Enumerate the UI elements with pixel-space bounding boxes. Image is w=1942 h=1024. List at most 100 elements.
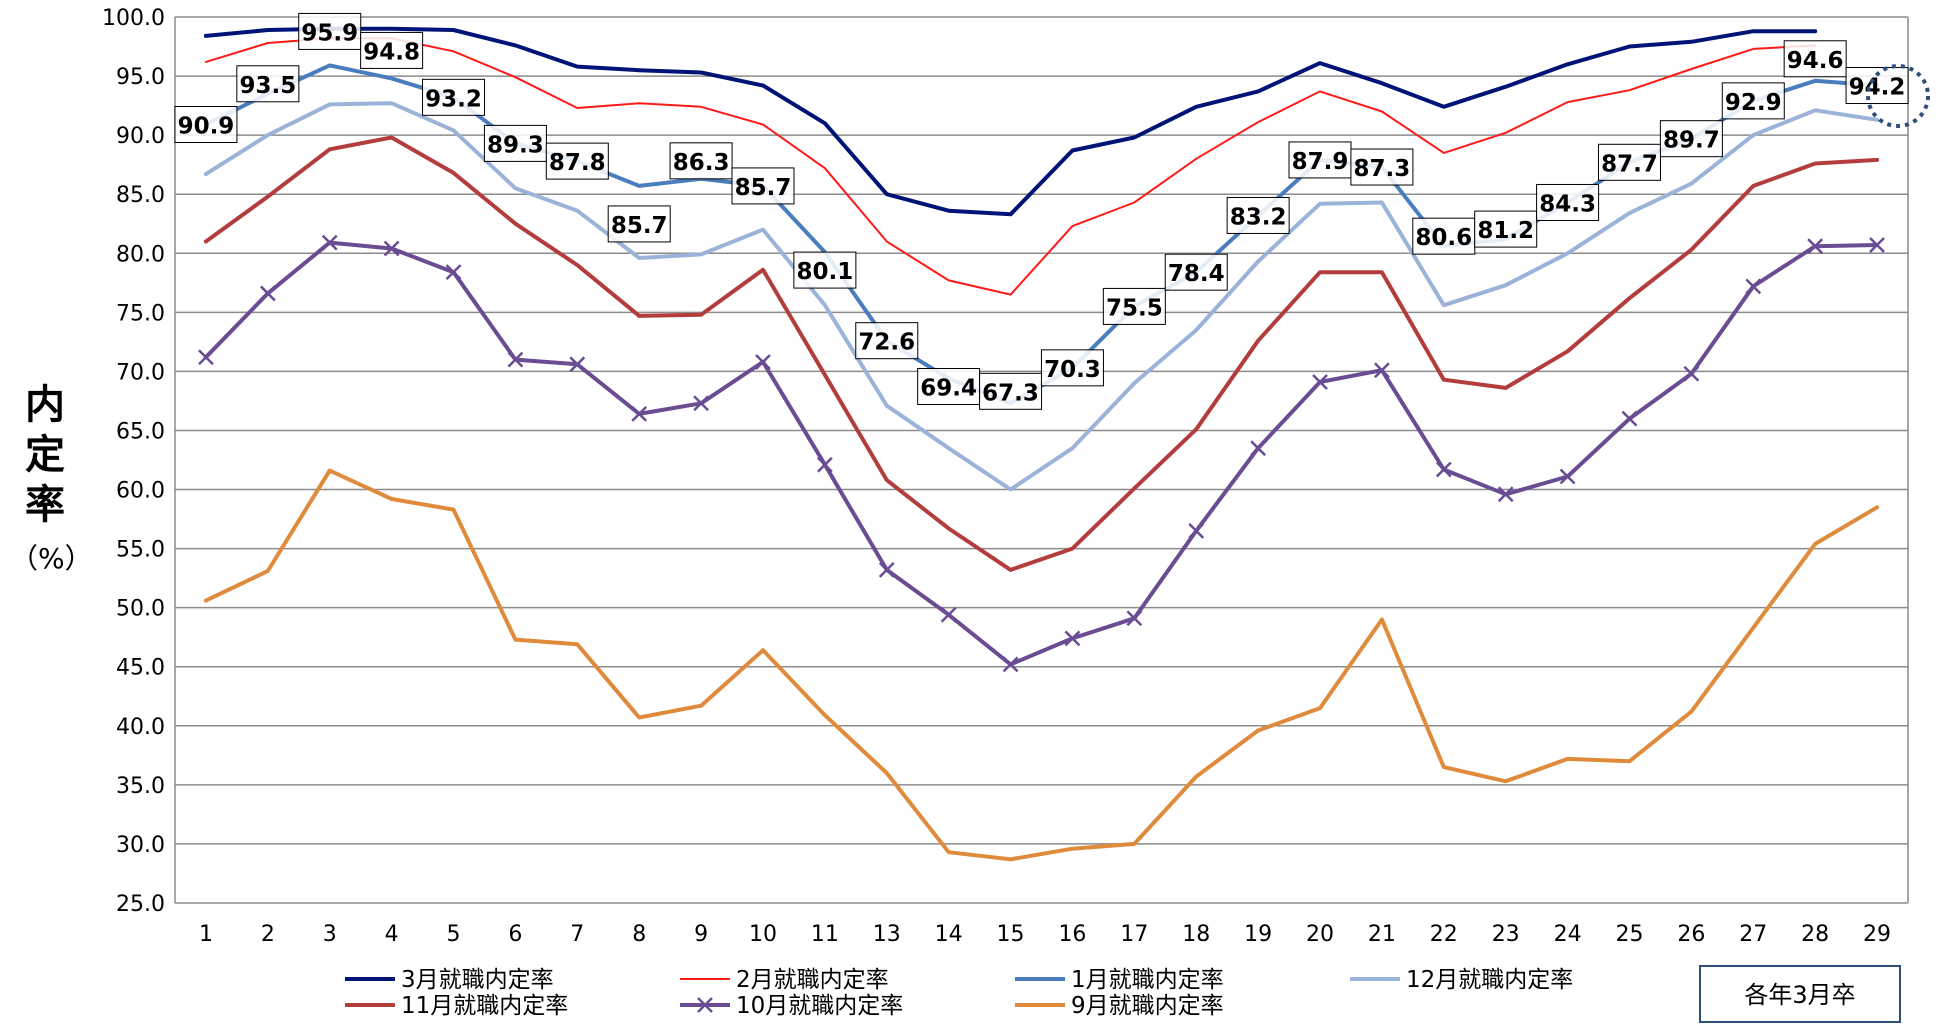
data-label-text: 87.7 (1601, 151, 1658, 177)
data-label-box (607, 205, 671, 243)
data-label-box (1288, 141, 1352, 179)
data-point-marker (1683, 365, 1700, 382)
data-point-marker (755, 354, 771, 370)
data-label-text: 67.3 (982, 380, 1039, 406)
data-point-marker (1807, 238, 1824, 255)
x-tick-label: 20 (1306, 922, 1334, 947)
data-label-text: 83.2 (1230, 204, 1287, 230)
data-label-box (422, 78, 486, 116)
legend-item: 9月就職内定率 (1015, 993, 1224, 1019)
data-label-box (360, 31, 424, 69)
data-label: 85.7 (607, 205, 671, 243)
data-label-box (669, 142, 733, 180)
data-point-marker (693, 395, 709, 412)
data-point-marker (1497, 486, 1514, 503)
x-tick-label: 23 (1492, 922, 1520, 947)
y-tick-label: 25.0 (116, 892, 165, 917)
x-tick-label: 5 (447, 922, 461, 947)
legend-item: 3月就職内定率 (345, 967, 554, 993)
legend-item: 10月就職内定率 (680, 993, 903, 1019)
legend-label: 10月就職内定率 (736, 993, 903, 1019)
note-box: 各年3月卒 (1699, 965, 1901, 1023)
data-label: 93.5 (236, 65, 300, 103)
data-point-marker (1869, 237, 1885, 253)
y-axis-label: 内定率 (25, 382, 65, 528)
data-label-text: 70.3 (1044, 357, 1101, 383)
data-label-box (545, 142, 609, 180)
data-label-text: 87.3 (1354, 156, 1411, 182)
x-tick-label: 6 (508, 922, 522, 947)
y-tick-label: 95.0 (116, 65, 165, 90)
data-point-marker (259, 285, 276, 302)
legend-label: 2月就職内定率 (736, 967, 889, 993)
data-label-box (1350, 148, 1414, 186)
y-tick-label: 50.0 (116, 597, 165, 622)
data-label: 67.3 (979, 372, 1043, 410)
data-point-marker (631, 406, 648, 422)
data-label-box (1721, 82, 1785, 120)
legend: 3月就職内定率 2月就職内定率 1月就職内定率 12月就職内定率 11月就職内定率 10月… (345, 967, 1573, 1019)
highlight-circle (1866, 64, 1930, 128)
data-label-text: 93.2 (425, 86, 482, 112)
data-label-box (483, 124, 547, 162)
y-tick-label: 55.0 (116, 538, 165, 563)
x-tick-label: 2 (261, 922, 275, 947)
data-label-text: 75.5 (1106, 295, 1163, 321)
data-label: 81.2 (1474, 210, 1538, 248)
y-tick-label: 100.0 (102, 6, 165, 31)
data-label-box (1659, 120, 1723, 158)
x-tick-label: 16 (1058, 922, 1086, 947)
x-tick-label: 14 (935, 922, 963, 947)
data-label: 89.3 (483, 124, 547, 162)
x-tick-label: 19 (1244, 922, 1272, 947)
y-tick-label: 35.0 (116, 774, 165, 799)
data-label: 80.1 (793, 251, 857, 289)
data-point-marker (1188, 522, 1205, 539)
data-label-text: 94.6 (1787, 48, 1844, 74)
y-axis-unit: （%） (10, 542, 93, 575)
data-label: 87.8 (545, 142, 609, 180)
series-line-1 (204, 37, 1817, 296)
legend-item: 11月就職内定率 (345, 993, 568, 1019)
data-point-marker (1745, 278, 1762, 295)
data-label-box (298, 12, 362, 50)
x-tick-label: 22 (1430, 922, 1458, 947)
x-tick-label: 24 (1554, 922, 1582, 947)
data-label-text: 87.9 (1292, 149, 1349, 175)
x-tick-label: 3 (323, 922, 337, 947)
data-label-box (1040, 349, 1104, 387)
y-tick-label: 60.0 (116, 479, 165, 504)
grid-lines (174, 16, 1909, 904)
y-tick-label: 80.0 (116, 242, 165, 267)
data-point-marker (816, 456, 833, 473)
x-tick-label: 4 (385, 922, 399, 947)
data-label: 95.9 (298, 12, 362, 50)
data-label-box (1536, 183, 1600, 221)
data-label: 78.4 (1164, 253, 1228, 291)
data-label: 94.6 (1783, 40, 1847, 78)
legend-label: 11月就職内定率 (401, 993, 568, 1019)
y-tick-label: 65.0 (116, 419, 165, 444)
data-label-box (1102, 287, 1166, 325)
data-label-box (793, 251, 857, 289)
data-label: 94.8 (360, 31, 424, 69)
data-label: 87.3 (1350, 148, 1414, 186)
data-label-text: 81.2 (1477, 218, 1534, 244)
x-tick-label: 17 (1120, 922, 1148, 947)
x-tick-label: 9 (694, 922, 708, 947)
x-tick-label: 10 (749, 922, 777, 947)
legend-item: 12月就職内定率 (1350, 967, 1573, 993)
data-label-text: 85.7 (611, 213, 668, 239)
x-axis: 1 2 3 4 5 6 7 8 9 10 11 13 14 15 16 17 18 19 20 21 22 23 24 25 2… (199, 922, 1891, 947)
data-point-marker (569, 356, 586, 373)
data-label-box (236, 65, 300, 103)
y-axis-title: 内定率 （%） (10, 380, 93, 584)
data-point-marker (1435, 461, 1452, 478)
data-point-marker (1312, 374, 1328, 390)
data-label-text: 72.6 (858, 330, 915, 356)
series-line-5 (203, 240, 1880, 667)
data-point-marker (198, 349, 214, 366)
data-point-marker (507, 351, 524, 368)
y-tick-label: 40.0 (116, 715, 165, 740)
